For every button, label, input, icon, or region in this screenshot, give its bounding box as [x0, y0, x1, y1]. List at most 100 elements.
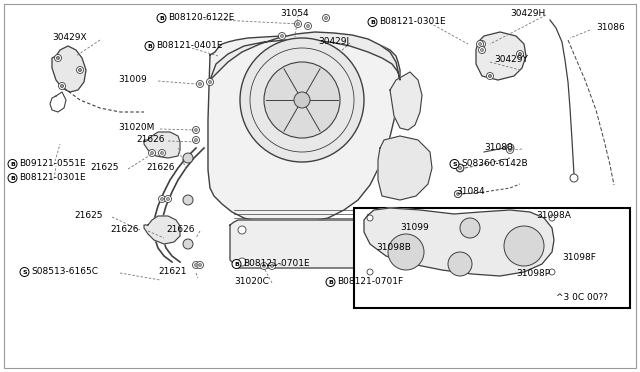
Circle shape	[549, 269, 555, 275]
Text: B: B	[147, 44, 152, 48]
Circle shape	[54, 55, 61, 61]
Circle shape	[195, 138, 198, 141]
Text: B: B	[10, 176, 15, 180]
Circle shape	[509, 148, 511, 151]
Circle shape	[79, 68, 81, 71]
Circle shape	[481, 48, 483, 51]
Circle shape	[506, 144, 514, 152]
Circle shape	[148, 150, 156, 157]
Circle shape	[326, 278, 335, 286]
Text: ^3 0C 00??: ^3 0C 00??	[556, 294, 608, 302]
Circle shape	[159, 150, 166, 157]
Circle shape	[278, 32, 285, 39]
Circle shape	[456, 164, 464, 172]
Circle shape	[195, 263, 198, 266]
Text: B: B	[10, 161, 15, 167]
Polygon shape	[364, 208, 554, 276]
Circle shape	[460, 218, 480, 238]
Circle shape	[324, 16, 328, 19]
Circle shape	[479, 46, 486, 54]
Circle shape	[198, 263, 202, 266]
Circle shape	[518, 52, 522, 55]
Circle shape	[356, 264, 364, 272]
Polygon shape	[144, 216, 180, 244]
Circle shape	[307, 25, 310, 28]
Text: 30429H: 30429H	[510, 10, 545, 19]
Text: 31020M: 31020M	[118, 124, 154, 132]
Circle shape	[8, 160, 17, 169]
Circle shape	[280, 35, 284, 38]
Text: 31098B: 31098B	[376, 244, 411, 253]
Circle shape	[296, 22, 300, 26]
Polygon shape	[378, 136, 432, 200]
Circle shape	[570, 174, 578, 182]
Circle shape	[456, 192, 460, 196]
Text: B: B	[328, 279, 333, 285]
Circle shape	[456, 164, 463, 171]
Text: B09121-0551E: B09121-0551E	[19, 160, 86, 169]
Text: 30429Y: 30429Y	[494, 55, 528, 64]
Text: 31084: 31084	[456, 187, 484, 196]
Circle shape	[166, 198, 170, 201]
Circle shape	[209, 80, 211, 83]
Circle shape	[183, 153, 193, 163]
Circle shape	[549, 215, 555, 221]
Polygon shape	[144, 132, 180, 158]
Circle shape	[458, 167, 461, 170]
Circle shape	[20, 267, 29, 276]
Text: B08121-0401E: B08121-0401E	[156, 42, 223, 51]
Text: 31098F: 31098F	[562, 253, 596, 263]
Text: S08513-6165C: S08513-6165C	[31, 267, 98, 276]
Circle shape	[504, 226, 544, 266]
Circle shape	[358, 266, 362, 269]
Circle shape	[8, 173, 17, 183]
Circle shape	[198, 83, 202, 86]
Text: 21621: 21621	[158, 267, 186, 276]
Text: 31086: 31086	[596, 23, 625, 32]
Circle shape	[195, 128, 198, 131]
Circle shape	[207, 78, 214, 86]
Text: S: S	[452, 161, 457, 167]
Circle shape	[294, 92, 310, 108]
Polygon shape	[52, 46, 86, 92]
Circle shape	[193, 126, 200, 134]
Text: 30429X: 30429X	[52, 33, 86, 42]
Polygon shape	[230, 220, 370, 268]
Circle shape	[354, 226, 362, 234]
Circle shape	[454, 190, 461, 198]
Circle shape	[150, 151, 154, 154]
Text: 31020C: 31020C	[234, 278, 269, 286]
Text: 31098P: 31098P	[516, 269, 550, 279]
Circle shape	[479, 42, 481, 45]
Circle shape	[354, 258, 362, 266]
Text: 21626: 21626	[110, 225, 138, 234]
Text: S08360-6142B: S08360-6142B	[461, 160, 527, 169]
Circle shape	[294, 20, 301, 28]
Polygon shape	[476, 32, 526, 80]
Circle shape	[193, 262, 200, 269]
Circle shape	[161, 151, 163, 154]
Text: B: B	[370, 19, 375, 25]
Circle shape	[448, 252, 472, 276]
Text: 31098A: 31098A	[536, 212, 571, 221]
Text: B08121-0701E: B08121-0701E	[243, 260, 310, 269]
Text: B: B	[234, 262, 239, 266]
Circle shape	[77, 67, 83, 74]
Polygon shape	[210, 32, 400, 80]
Circle shape	[481, 42, 483, 45]
Circle shape	[157, 13, 166, 22]
Circle shape	[56, 57, 60, 60]
Circle shape	[161, 198, 163, 201]
Circle shape	[367, 269, 373, 275]
Text: 31080: 31080	[484, 144, 513, 153]
Circle shape	[388, 234, 424, 270]
Circle shape	[368, 17, 377, 26]
Text: B08121-0701F: B08121-0701F	[337, 278, 403, 286]
Text: B08120-6122E: B08120-6122E	[168, 13, 234, 22]
Circle shape	[269, 263, 275, 269]
Circle shape	[479, 41, 486, 48]
Circle shape	[486, 73, 493, 80]
Text: 21625: 21625	[74, 212, 102, 221]
Circle shape	[264, 62, 340, 138]
Circle shape	[506, 147, 513, 154]
